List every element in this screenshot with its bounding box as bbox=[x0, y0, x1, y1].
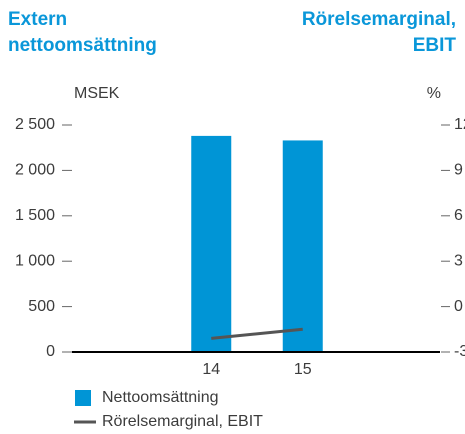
title-left: nettoomsättning bbox=[8, 35, 157, 56]
line bbox=[211, 327, 303, 340]
y2-tick-label: 6 bbox=[454, 207, 463, 224]
y-tick-label: 500 bbox=[28, 298, 55, 315]
y2-tick-label: 9 bbox=[454, 162, 463, 179]
y-tick-label: 2 500 bbox=[15, 116, 55, 133]
y2-tick-label: -3 bbox=[454, 343, 465, 360]
title-left: Extern bbox=[8, 9, 67, 30]
legend-swatch bbox=[75, 390, 91, 406]
bar bbox=[191, 135, 232, 352]
y2-tick-label: 3 bbox=[454, 252, 463, 269]
legend-label: Rörelsemarginal, EBIT bbox=[102, 413, 263, 430]
y-axis-label: MSEK bbox=[74, 85, 120, 102]
y2-axis-label: % bbox=[427, 85, 441, 102]
bar bbox=[282, 140, 323, 352]
y2-tick-label: 12 bbox=[454, 116, 465, 133]
y-tick-label: 0 bbox=[46, 343, 55, 360]
y-tick-label: 2 000 bbox=[15, 162, 55, 179]
y-tick-label: 1 500 bbox=[15, 207, 55, 224]
legend-label: Nettoomsättning bbox=[102, 389, 219, 406]
title-right: EBIT bbox=[413, 35, 457, 56]
title-right: Rörelsemarginal, bbox=[302, 9, 456, 30]
x-tick-label: 14 bbox=[202, 361, 220, 378]
x-tick-label: 15 bbox=[294, 361, 312, 378]
y2-tick-label: 0 bbox=[454, 298, 463, 315]
y-tick-label: 1 000 bbox=[15, 252, 55, 269]
